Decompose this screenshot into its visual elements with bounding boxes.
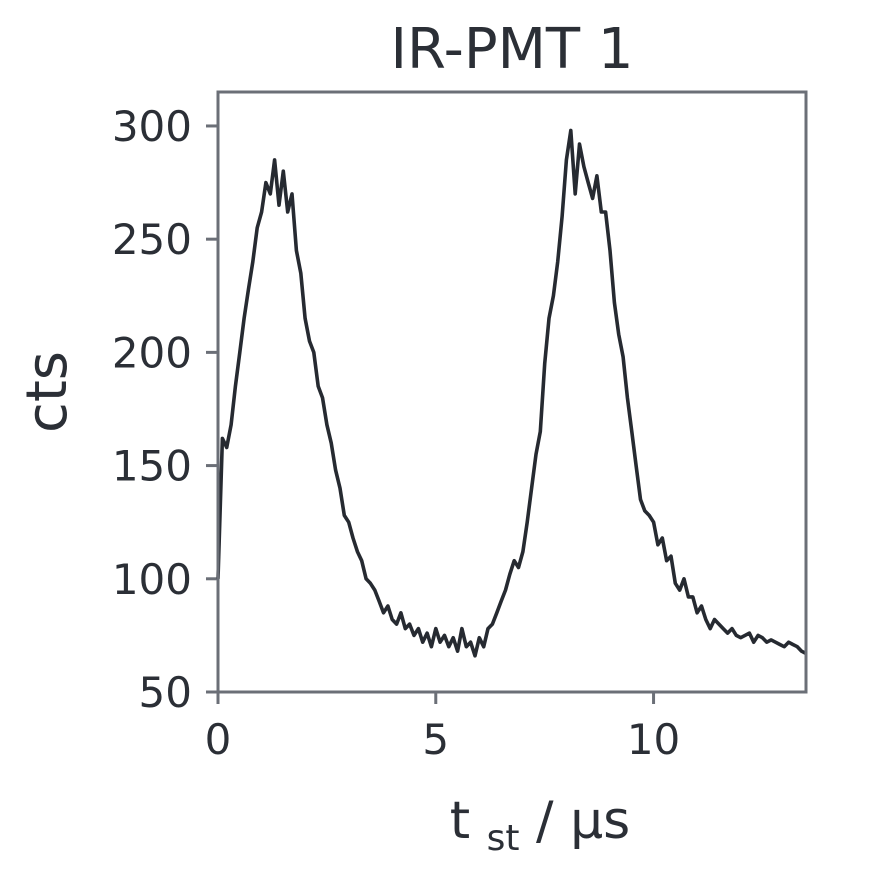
x-axis-ticks: 0 5 10 [205, 692, 680, 764]
y-tick-label: 50 [139, 668, 192, 717]
series-line [216, 128, 807, 658]
y-tick-label: 100 [112, 555, 192, 604]
x-axis-label-unit: / μs [536, 791, 630, 851]
y-tick-label: 250 [112, 215, 192, 264]
y-tick-label: 150 [112, 442, 192, 491]
x-axis-label-main: t [450, 791, 470, 851]
y-axis-ticks: 50 100 150 200 250 300 [112, 102, 218, 717]
y-tick-label: 200 [112, 328, 192, 377]
plot-frame [216, 90, 808, 694]
x-axis-label-subscript: st [487, 818, 520, 859]
y-axis-label: cts [15, 351, 80, 433]
y-tick-label: 300 [112, 102, 192, 151]
x-tick-label: 5 [422, 715, 449, 764]
x-axis-label: t st / μs [450, 791, 631, 863]
x-tick-label: 0 [205, 715, 232, 764]
x-tick-label: 10 [627, 715, 680, 764]
chart-title: IR-PMT 1 [390, 17, 633, 82]
